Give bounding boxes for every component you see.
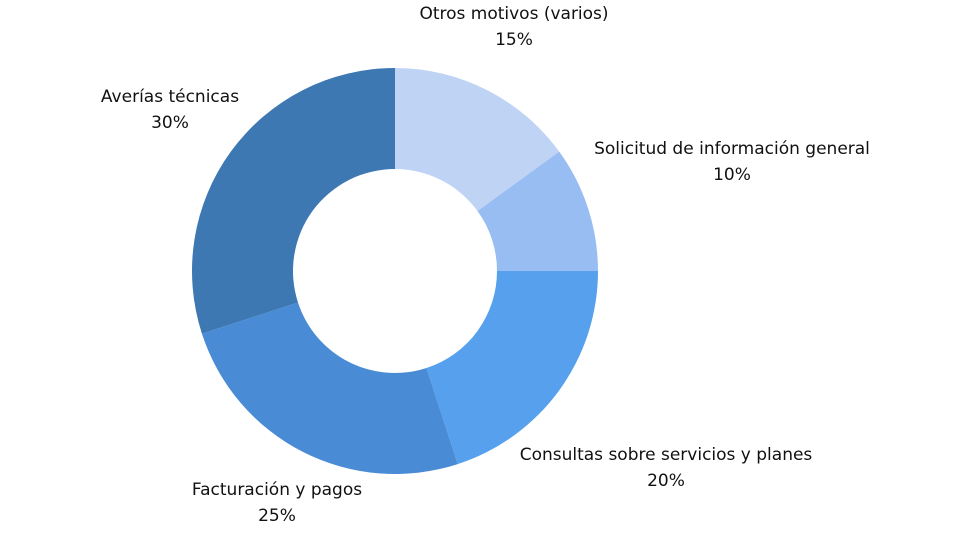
donut-slice: [395, 68, 560, 212]
slice-label: Solicitud de información general: [594, 139, 870, 159]
slice-label: Otros motivos (varios): [419, 4, 608, 24]
slice-label: Facturación y pagos: [192, 480, 362, 500]
slice-value-label: 30%: [151, 113, 189, 133]
slice-value-label: 10%: [713, 165, 751, 185]
slice-value-label: 20%: [647, 471, 685, 491]
slice-label: Consultas sobre servicios y planes: [520, 445, 813, 465]
slice-value-label: 15%: [495, 30, 533, 50]
donut-slice: [201, 302, 458, 474]
slice-label: Averías técnicas: [101, 87, 239, 107]
donut-slice: [192, 68, 395, 334]
slice-value-label: 25%: [258, 506, 296, 526]
donut-slice: [426, 271, 598, 465]
donut-slice: [477, 151, 598, 271]
